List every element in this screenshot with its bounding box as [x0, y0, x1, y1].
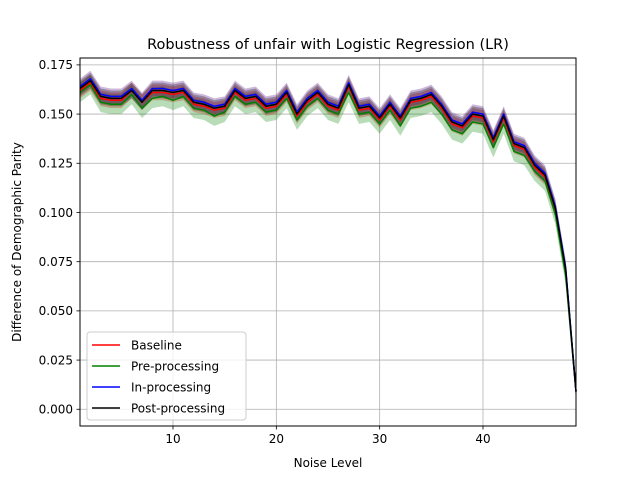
y-tick-label: 0.125 — [39, 157, 73, 171]
x-axis-label: Noise Level — [294, 456, 363, 470]
y-tick-label: 0.175 — [39, 58, 73, 72]
y-tick-label: 0.025 — [39, 353, 73, 367]
y-tick-label: 0.050 — [39, 304, 73, 318]
y-axis-ticks: 0.000 0.025 0.050 0.075 0.100 0.125 0.150 0.175 — [39, 58, 80, 417]
y-tick-label: 0.075 — [39, 255, 73, 269]
x-tick-label: 30 — [372, 432, 387, 446]
series-lines — [79, 77, 577, 392]
plot-frame — [79, 57, 577, 427]
x-tick-label: 40 — [475, 432, 490, 446]
legend: Baseline Pre-processing In-processing Post-… — [86, 331, 247, 421]
legend-label-3: Post-processing — [131, 402, 225, 416]
series-line-0 — [79, 81, 577, 392]
series-line-1 — [79, 83, 577, 392]
series-line-3 — [79, 79, 577, 392]
chart-title: Robustness of unfair with Logistic Regre… — [147, 37, 509, 53]
y-tick-label: 0.000 — [39, 403, 73, 417]
y-axis-label: Difference of Demographic Parity — [10, 142, 24, 342]
series-line-2 — [79, 77, 577, 392]
y-tick-label: 0.150 — [39, 107, 73, 121]
x-axis-ticks: 10 20 30 40 — [165, 426, 491, 446]
x-tick-label: 10 — [165, 432, 180, 446]
x-tick-label: 20 — [269, 432, 284, 446]
legend-label-1: Pre-processing — [131, 360, 219, 374]
legend-label-0: Baseline — [131, 339, 182, 353]
legend-box — [86, 331, 247, 421]
y-tick-label: 0.100 — [39, 206, 73, 220]
legend-label-2: In-processing — [131, 381, 211, 395]
